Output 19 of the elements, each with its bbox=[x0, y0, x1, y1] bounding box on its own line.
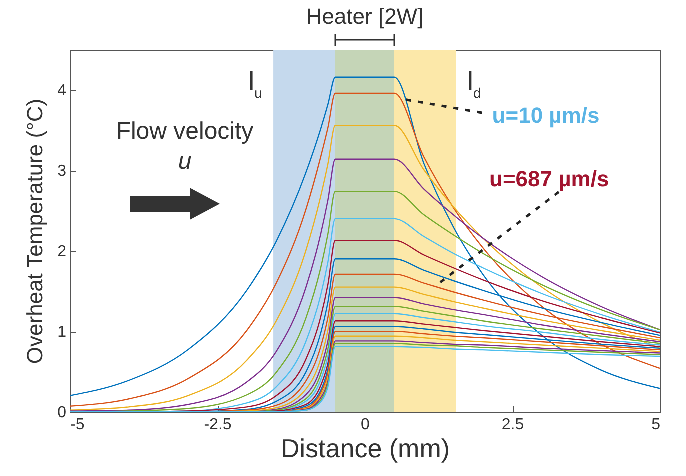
x-tick-label: 0 bbox=[361, 416, 370, 434]
y-tick-label: 1 bbox=[58, 324, 67, 342]
y-tick-label: 2 bbox=[58, 244, 67, 261]
y-tick-label: 4 bbox=[58, 82, 67, 100]
annotation: u=10 µm/s bbox=[492, 102, 600, 128]
band-label: l$_{d}$ bbox=[468, 66, 482, 101]
band-label: Heater [2W] bbox=[306, 4, 424, 29]
annotation: u=687 µm/s bbox=[490, 166, 610, 192]
x-tick-label: 5 bbox=[652, 416, 661, 434]
y-tick-label: 0 bbox=[58, 404, 67, 422]
x-tick-label: -2.5 bbox=[204, 416, 232, 434]
y-tick-label: 3 bbox=[58, 163, 67, 180]
x-tick-label: 2.5 bbox=[502, 416, 524, 434]
y-axis-title: Overheat Temperature (°C) bbox=[22, 98, 48, 364]
x-tick-label: -5 bbox=[70, 416, 85, 434]
band-label: l$_{u}$ bbox=[248, 66, 262, 101]
annotation: Flow velocity bbox=[116, 118, 254, 145]
annotation: u bbox=[178, 148, 192, 175]
x-axis-title: Distance (mm) bbox=[280, 434, 450, 464]
